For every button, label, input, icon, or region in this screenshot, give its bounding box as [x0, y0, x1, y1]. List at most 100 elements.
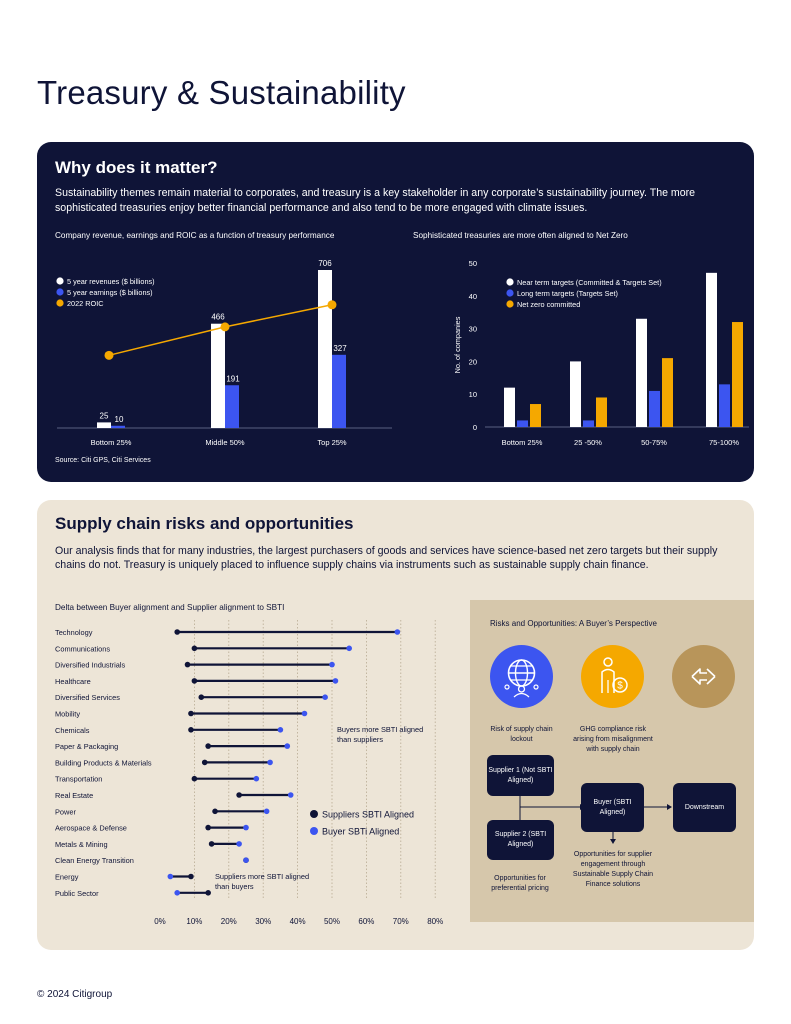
near-term-bar — [636, 318, 647, 427]
delta-category-label: Real Estate — [55, 791, 93, 800]
delta-xtick-label: 70% — [393, 917, 409, 926]
buyer-point — [277, 727, 284, 733]
delta-category-label: Diversified Industrials — [55, 661, 126, 670]
near-term-bar — [570, 361, 581, 427]
buyer-node: Buyer (SBTI Aligned) — [581, 783, 644, 832]
delta-xtick-label: 40% — [290, 917, 306, 926]
supplier-point — [201, 759, 208, 766]
revenue-value-label: 466 — [211, 313, 225, 322]
net-zero-bar — [732, 322, 743, 427]
risks-opportunities-box: Risks and Opportunities: A Buyer’s Persp… — [470, 600, 754, 922]
buyer-point — [267, 759, 273, 766]
chart2-category-label: 75-100% — [709, 438, 739, 447]
roic-point — [220, 322, 230, 332]
why-intro: Sustainability themes remain material to… — [55, 187, 696, 214]
net-zero-bar — [662, 358, 673, 427]
delta-legend-label-buyer: Buyer SBTi Aligned — [322, 827, 399, 837]
delta-xtick-label: 80% — [427, 917, 443, 926]
chart2-ytick-label: 40 — [469, 292, 477, 301]
chart2-ytick-label: 10 — [469, 390, 477, 399]
annotation-suppliers-more-line2: than buyers — [215, 882, 254, 891]
revenue-chart: 25 10 Bottom 25% 466 191 Middle 50% 706 327 Top … — [56, 259, 392, 447]
supplier-point — [191, 645, 198, 652]
buyer-point — [236, 841, 242, 847]
buyer-point — [263, 808, 270, 815]
supplier-point — [205, 743, 211, 749]
delta-xtick-label: 20% — [221, 917, 237, 926]
earnings-value-label: 191 — [226, 374, 240, 383]
buyer-point — [174, 890, 180, 896]
chart2-ytick-label: 50 — [469, 259, 477, 268]
page-title: Treasury & Sustainability — [37, 74, 406, 111]
supply-intro: Our analysis finds that for many industr… — [55, 545, 718, 571]
delta-category-label: Metals & Mining — [55, 840, 108, 849]
supplier-point — [212, 808, 218, 815]
chart1-legend-marker — [56, 277, 64, 285]
chart2-ytick-label: 20 — [469, 357, 477, 366]
delta-xtick-label: 30% — [255, 917, 271, 926]
delta-category-label: Chemicals — [55, 726, 90, 735]
footer-copyright: © 2024 Citigroup — [37, 989, 113, 1000]
annotation-suppliers-more-line1: Suppliers more SBTI aligned — [215, 872, 309, 881]
earnings-bar — [225, 385, 239, 428]
supplier-point — [236, 792, 242, 798]
delta-category-label: Paper & Packaging — [55, 742, 118, 751]
earnings-bar — [332, 354, 346, 428]
buyer-point — [322, 694, 328, 700]
long-term-bar — [649, 390, 660, 427]
chart2-category-label: 50-75% — [641, 438, 667, 447]
delta-category-label: Public Sector — [55, 889, 99, 898]
supplier-engagement-label: Opportunities for supplier engagement th… — [572, 851, 654, 888]
globe-network-icon — [490, 645, 553, 708]
chart2-category-label: Bottom 25% — [502, 438, 543, 447]
risk-lockout-label: Risk of supply chain lockout — [490, 726, 553, 743]
net-zero-bar — [530, 404, 541, 427]
delta-xtick-label: 10% — [186, 917, 202, 926]
near-term-bar — [706, 272, 717, 427]
why-panel: Why does it matter? Sustainability theme… — [37, 142, 754, 482]
buyer-point — [284, 743, 291, 749]
buyer-point — [243, 857, 249, 863]
delta-xtick-label: 50% — [324, 917, 340, 926]
delta-category-label: Building Products & Materials — [55, 758, 152, 767]
chart1-legend-label: 2022 ROIC — [67, 299, 104, 308]
revenue-bar — [211, 323, 225, 428]
why-heading: Why does it matter? — [55, 158, 218, 177]
chart1-category-label: Bottom 25% — [91, 438, 132, 447]
chart1-title: Company revenue, earnings and ROIC as a … — [55, 231, 335, 240]
buyer-point — [301, 710, 308, 717]
revenue-value-label: 25 — [100, 411, 109, 420]
chart1-legend-label: 5 year revenues ($ billions) — [67, 277, 155, 286]
chart2-ytick-label: 0 — [473, 423, 477, 432]
delta-legend-marker-buyer — [310, 827, 318, 835]
chart2-ylabel: No. of companies — [453, 316, 462, 373]
delta-category-label: Healthcare — [55, 677, 91, 686]
buyer-point — [329, 661, 335, 668]
supplier-point — [205, 890, 211, 896]
delta-chart: 0% 10% 20% 30% 40% 50% 60% 70% 80% Technology Comm… — [55, 620, 443, 926]
supplier-point — [174, 629, 180, 635]
preferential-pricing-label: Opportunities for preferential pricing — [491, 875, 549, 892]
delta-category-label: Power — [55, 807, 76, 816]
delta-legend-label-suppliers: Suppliers SBTI Aligned — [322, 810, 414, 820]
chart1-legend-marker — [56, 299, 64, 307]
delta-category-label: Diversified Services — [55, 693, 120, 702]
supplier-point — [205, 824, 211, 831]
delta-xtick-label: 60% — [358, 917, 374, 926]
delta-category-label: Technology — [55, 628, 93, 637]
supplier-point — [191, 678, 198, 684]
revenue-bar — [97, 422, 111, 428]
supply-panel: Supply chain risks and opportunities Our… — [37, 500, 754, 950]
delta-category-label: Aerospace & Defense — [55, 824, 127, 833]
netzero-chart: 50 40 30 20 10 0 No. of companies Bottom 25% 25 … — [453, 259, 749, 447]
long-term-bar — [719, 384, 730, 427]
buyer-point — [394, 629, 401, 635]
annotation-buyers-more-line1: Buyers more SBTI aligned — [337, 725, 423, 734]
chart2-legend-label: Near term targets (Committed & Targets S… — [517, 278, 662, 287]
annotation-buyers-more-line2: than suppliers — [337, 735, 383, 744]
roic-point — [327, 300, 337, 310]
supplier-point — [188, 710, 194, 717]
source-note: Source: Citi GPS, Citi Services — [55, 457, 151, 464]
long-term-bar — [583, 420, 594, 427]
chart2-ytick-label: 30 — [469, 325, 477, 334]
